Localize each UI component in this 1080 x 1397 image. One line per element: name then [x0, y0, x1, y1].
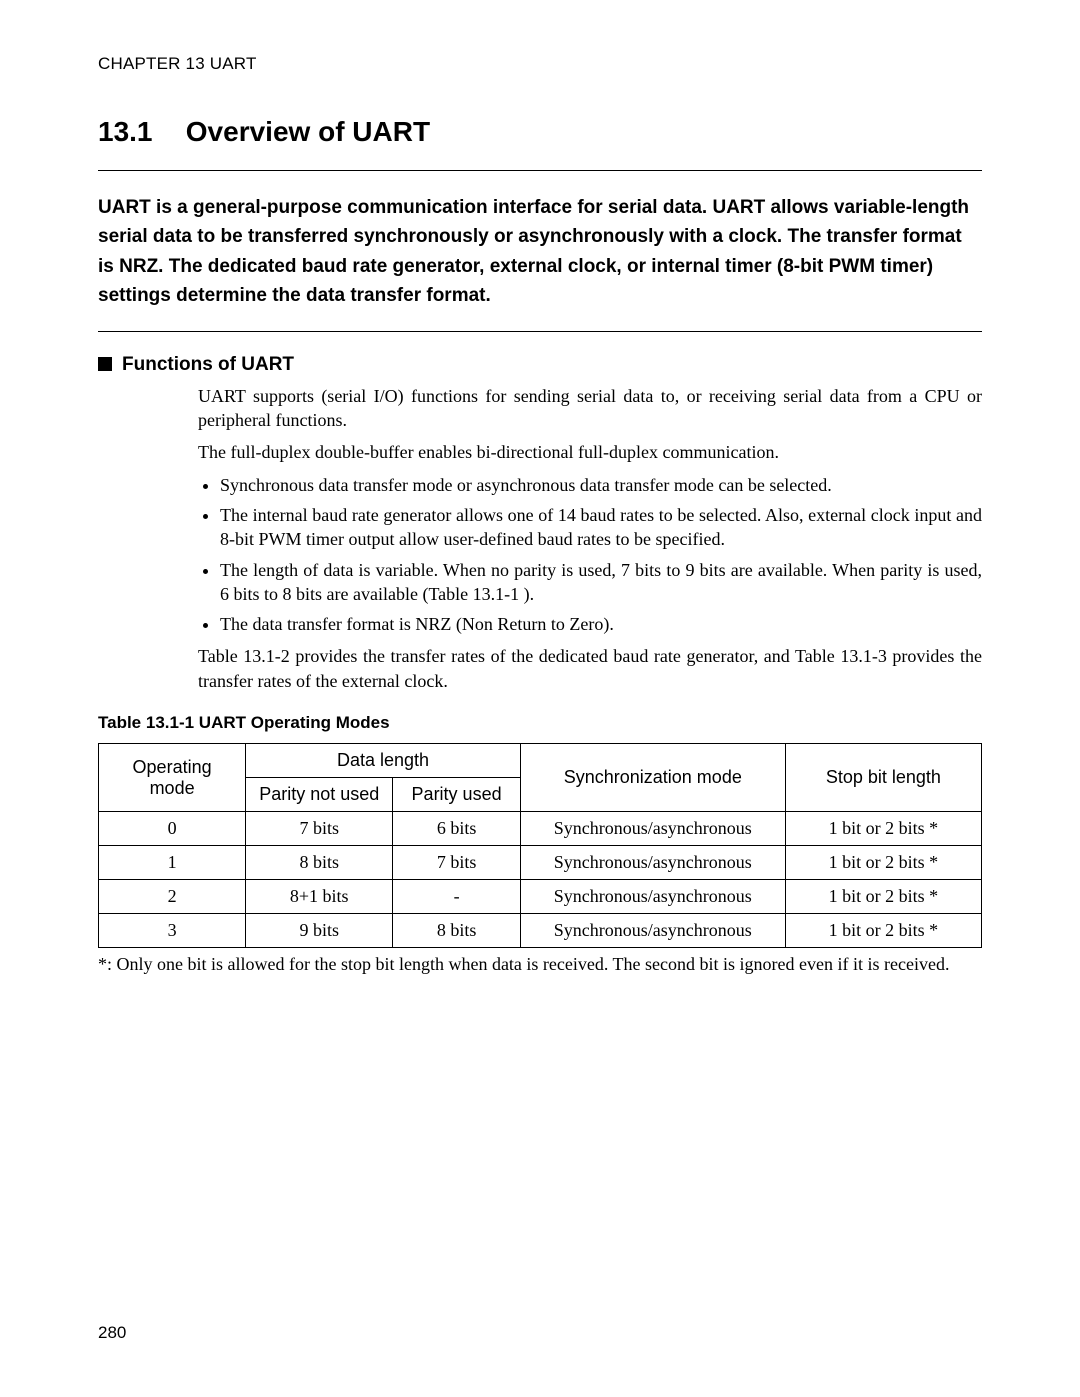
table-row: 0 7 bits 6 bits Synchronous/asynchronous… [99, 812, 982, 846]
cell-no-parity: 9 bits [246, 914, 393, 948]
functions-heading: Functions of UART [98, 354, 982, 376]
cell-parity: 6 bits [393, 812, 521, 846]
table-caption: Table 13.1-1 UART Operating Modes [98, 713, 982, 733]
intro-paragraph: UART is a general-purpose communication … [98, 171, 982, 331]
th-data-length: Data length [246, 744, 521, 778]
bullet-item: Synchronous data transfer mode or asynch… [220, 473, 982, 497]
functions-para-3: Table 13.1-2 provides the transfer rates… [198, 644, 982, 693]
cell-no-parity: 8 bits [246, 846, 393, 880]
cell-mode: 3 [99, 914, 246, 948]
cell-no-parity: 8+1 bits [246, 880, 393, 914]
functions-bullets: Synchronous data transfer mode or asynch… [198, 473, 982, 637]
page-number: 280 [98, 1323, 126, 1343]
cell-sync: Synchronous/asynchronous [520, 914, 785, 948]
cell-stop: 1 bit or 2 bits * [785, 846, 981, 880]
functions-para-1: UART supports (serial I/O) functions for… [198, 384, 982, 433]
bullet-item: The length of data is variable. When no … [220, 558, 982, 607]
table-header-row-1: Operating mode Data length Synchronizati… [99, 744, 982, 778]
section-heading: 13.1 Overview of UART [98, 116, 982, 148]
table-footnote: *: Only one bit is allowed for the stop … [98, 954, 982, 975]
cell-stop: 1 bit or 2 bits * [785, 812, 981, 846]
th-operating-mode: Operating mode [99, 744, 246, 812]
section-title: Overview of UART [186, 116, 430, 147]
cell-parity: 7 bits [393, 846, 521, 880]
th-parity-not-used: Parity not used [246, 778, 393, 812]
cell-no-parity: 7 bits [246, 812, 393, 846]
th-stop-bit: Stop bit length [785, 744, 981, 812]
cell-stop: 1 bit or 2 bits * [785, 880, 981, 914]
cell-sync: Synchronous/asynchronous [520, 846, 785, 880]
table-row: 2 8+1 bits - Synchronous/asynchronous 1 … [99, 880, 982, 914]
cell-parity: 8 bits [393, 914, 521, 948]
th-parity-used: Parity used [393, 778, 521, 812]
uart-modes-table: Operating mode Data length Synchronizati… [98, 743, 982, 948]
cell-sync: Synchronous/asynchronous [520, 812, 785, 846]
rule-bottom [98, 331, 982, 332]
functions-heading-text: Functions of UART [122, 354, 294, 375]
square-bullet-icon [98, 357, 112, 371]
section-number: 13.1 [98, 116, 178, 148]
cell-mode: 2 [99, 880, 246, 914]
cell-mode: 0 [99, 812, 246, 846]
functions-body: UART supports (serial I/O) functions for… [198, 384, 982, 693]
functions-para-2: The full-duplex double-buffer enables bi… [198, 440, 982, 464]
chapter-header: CHAPTER 13 UART [98, 54, 982, 74]
bullet-item: The data transfer format is NRZ (Non Ret… [220, 612, 982, 636]
table-row: 1 8 bits 7 bits Synchronous/asynchronous… [99, 846, 982, 880]
th-sync-mode: Synchronization mode [520, 744, 785, 812]
cell-sync: Synchronous/asynchronous [520, 880, 785, 914]
cell-stop: 1 bit or 2 bits * [785, 914, 981, 948]
page: CHAPTER 13 UART 13.1 Overview of UART UA… [0, 0, 1080, 1397]
cell-parity: - [393, 880, 521, 914]
cell-mode: 1 [99, 846, 246, 880]
bullet-item: The internal baud rate generator allows … [220, 503, 982, 552]
table-row: 3 9 bits 8 bits Synchronous/asynchronous… [99, 914, 982, 948]
